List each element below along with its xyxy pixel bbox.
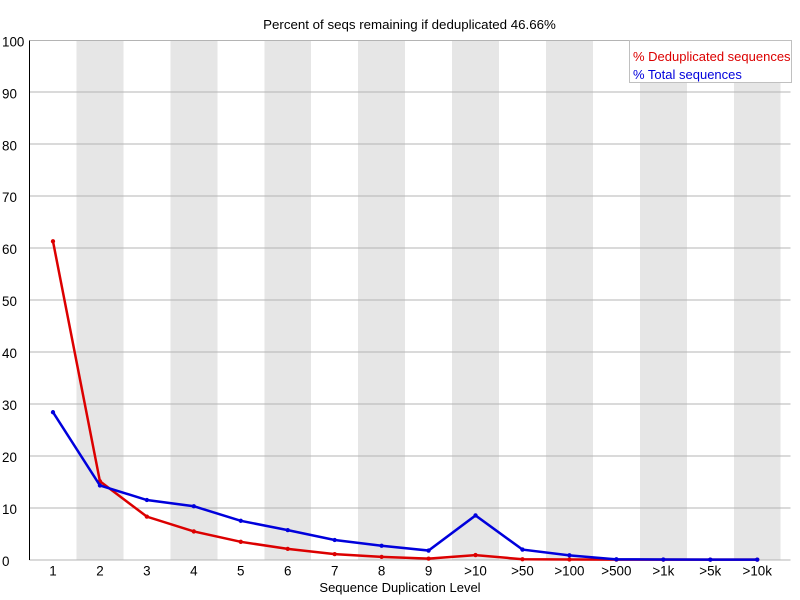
- svg-text:>1k: >1k: [652, 564, 674, 579]
- svg-text:30: 30: [2, 398, 17, 413]
- svg-text:20: 20: [2, 450, 17, 465]
- svg-text:80: 80: [2, 138, 17, 153]
- svg-text:>5k: >5k: [699, 564, 721, 579]
- svg-text:6: 6: [284, 564, 291, 579]
- svg-text:100: 100: [2, 34, 24, 49]
- svg-text:4: 4: [190, 564, 198, 579]
- svg-text:Sequence Duplication Level: Sequence Duplication Level: [319, 580, 480, 595]
- svg-text:1: 1: [49, 564, 56, 579]
- svg-text:9: 9: [425, 564, 432, 579]
- svg-text:60: 60: [2, 242, 17, 257]
- svg-text:0: 0: [2, 554, 9, 569]
- svg-text:% Deduplicated sequences: % Deduplicated sequences: [633, 49, 791, 64]
- svg-text:Percent of seqs remaining if d: Percent of seqs remaining if deduplicate…: [263, 17, 556, 32]
- svg-text:3: 3: [143, 564, 150, 579]
- svg-text:5: 5: [237, 564, 244, 579]
- svg-text:50: 50: [2, 294, 17, 309]
- svg-text:% Total sequences: % Total sequences: [633, 67, 742, 82]
- svg-text:40: 40: [2, 346, 17, 361]
- svg-text:>10: >10: [464, 564, 487, 579]
- svg-text:>500: >500: [601, 564, 631, 579]
- svg-text:7: 7: [331, 564, 338, 579]
- svg-text:2: 2: [96, 564, 103, 579]
- svg-text:10: 10: [2, 502, 17, 517]
- svg-text:90: 90: [2, 86, 17, 101]
- svg-text:>50: >50: [511, 564, 534, 579]
- svg-text:70: 70: [2, 190, 17, 205]
- svg-text:>10k: >10k: [743, 564, 773, 579]
- svg-text:8: 8: [378, 564, 385, 579]
- svg-text:>100: >100: [554, 564, 584, 579]
